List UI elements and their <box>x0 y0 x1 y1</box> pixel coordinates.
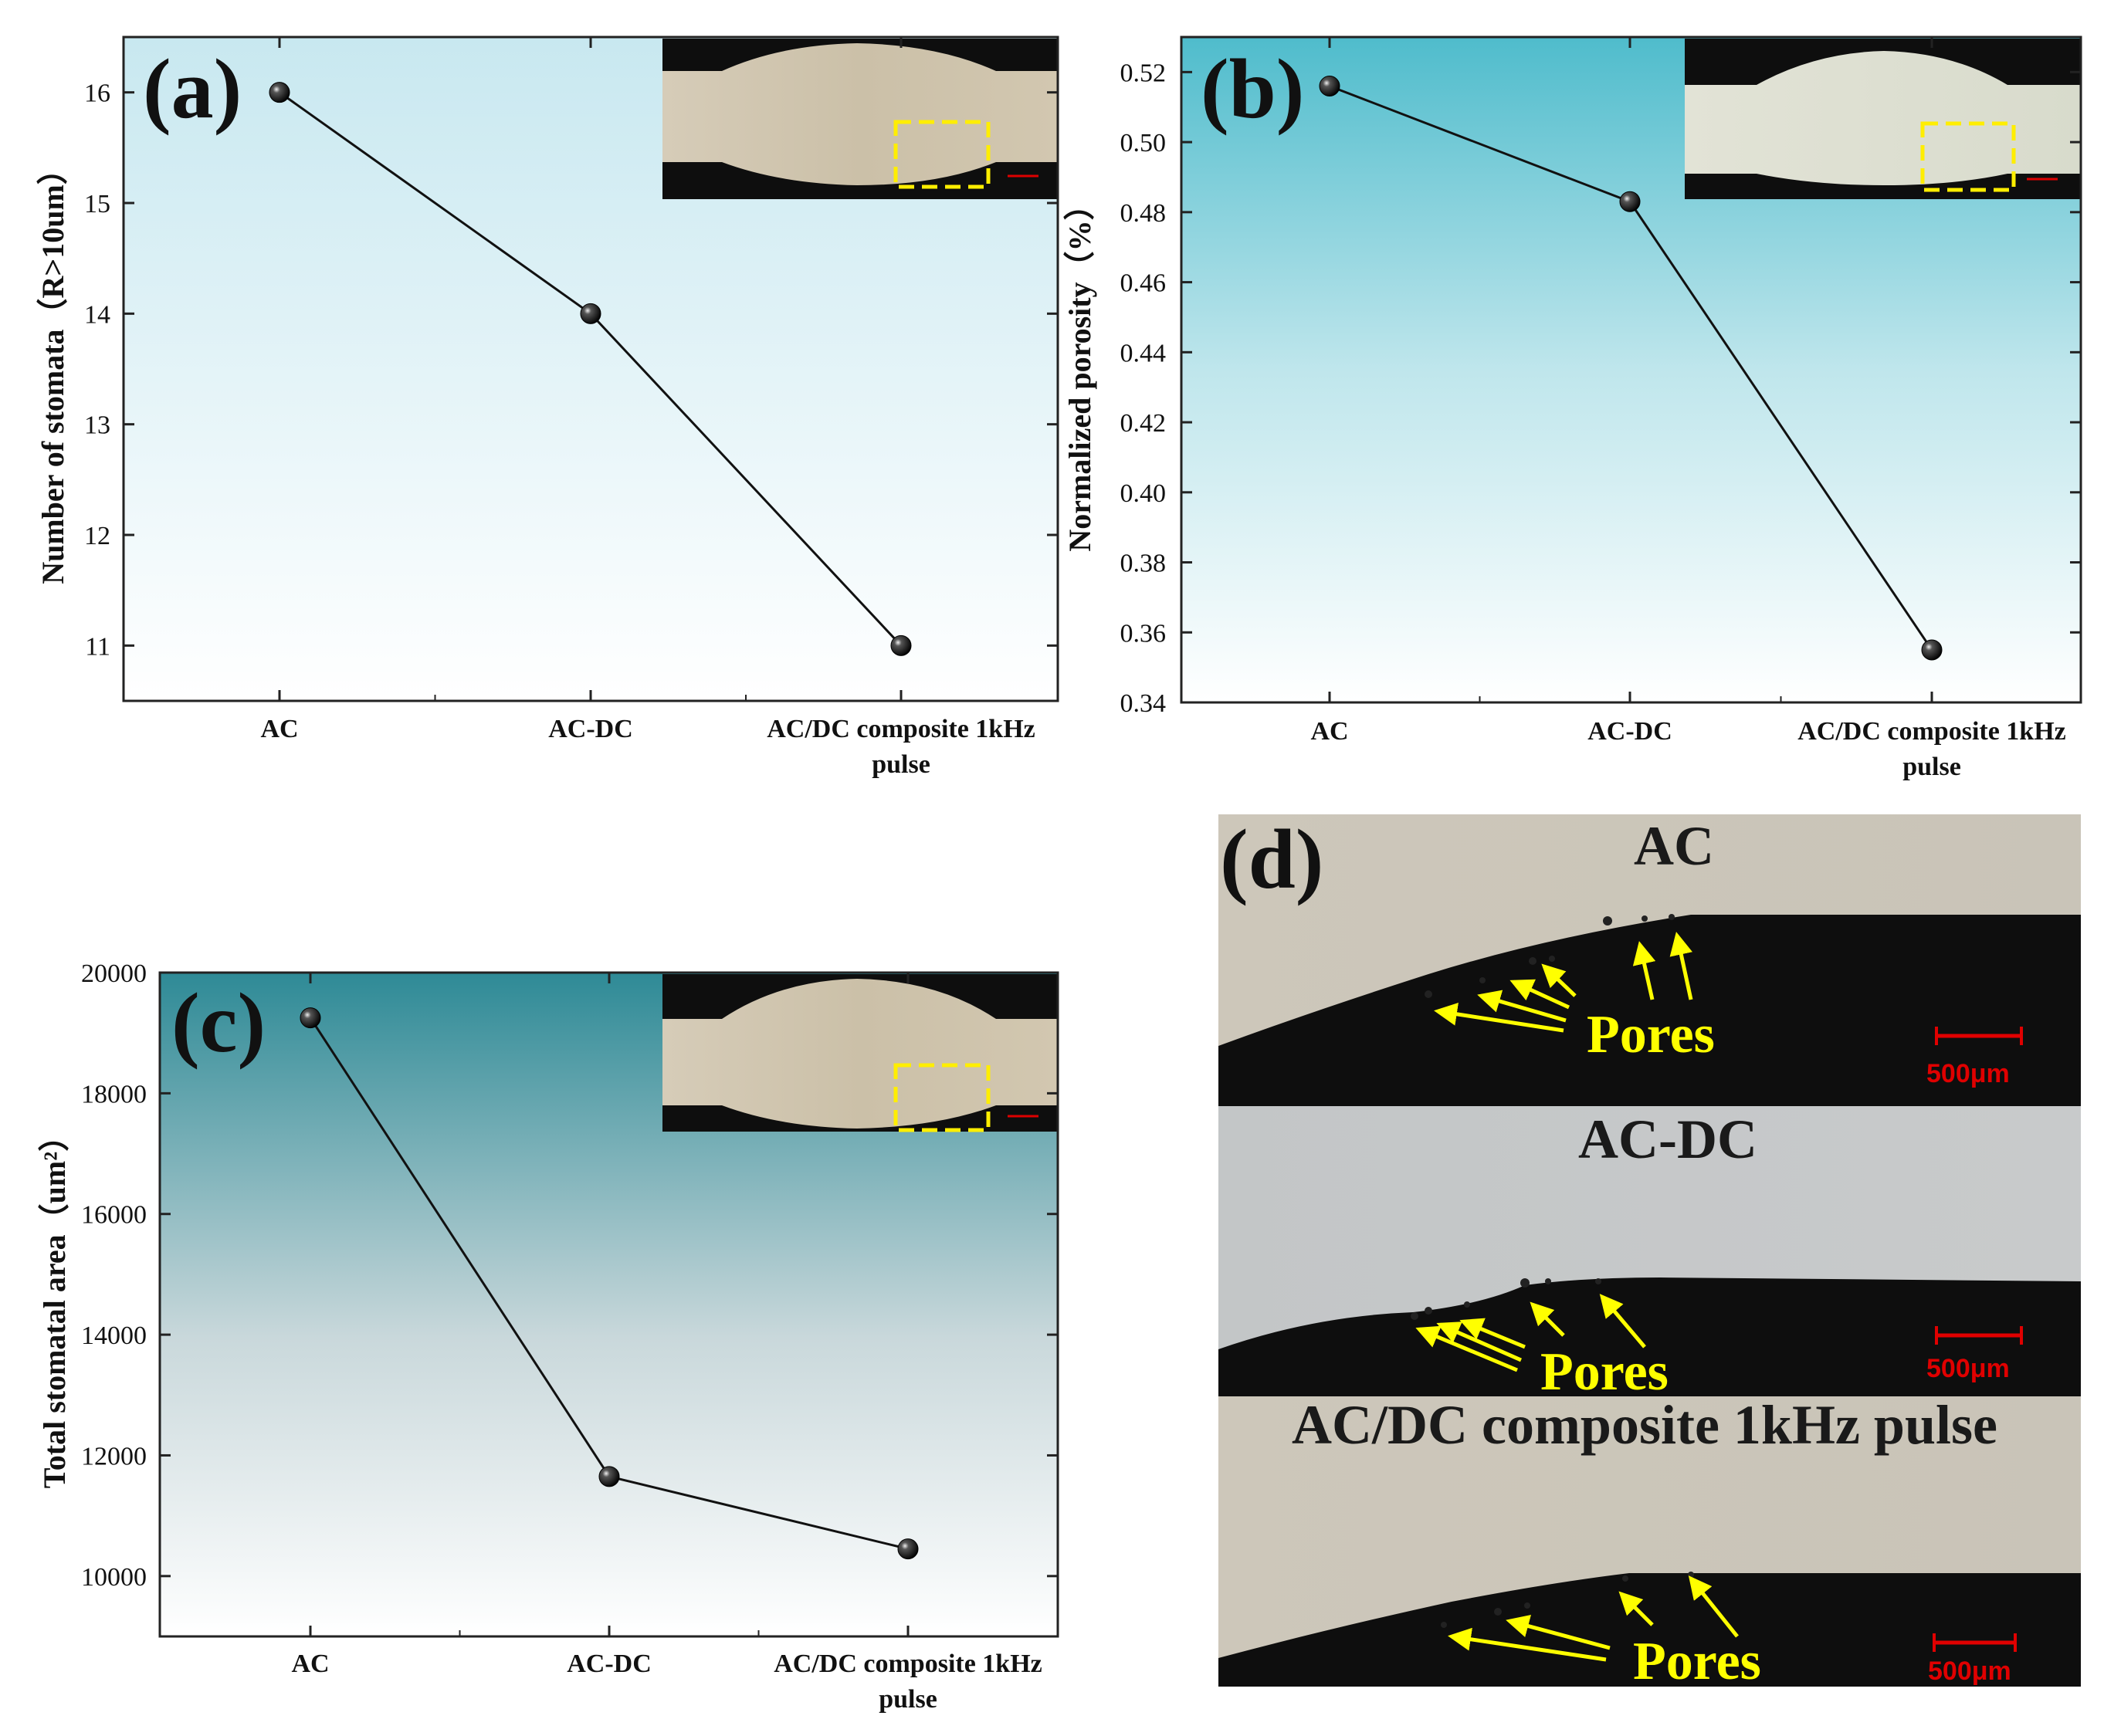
scale-label: 500μm <box>1928 1656 2011 1686</box>
data-point <box>897 1538 919 1560</box>
x-tick-label: AC/DC composite 1kHz pulse <box>774 1650 1042 1714</box>
inset-micrograph <box>662 974 1058 1132</box>
x-tick-label: AC <box>1310 717 1348 746</box>
pore-arrows <box>1434 932 1693 1033</box>
pores-annotation: Pores <box>1540 1342 1669 1402</box>
data-point <box>890 635 912 656</box>
y-axis-title: Normalized porosity（%） <box>1062 189 1097 551</box>
y-tick-label: 0.38 <box>1120 550 1167 578</box>
data-point <box>269 82 290 103</box>
x-tick-label: AC/DC composite 1kHz pulse <box>1797 717 2066 781</box>
pore-arrows <box>1415 1294 1646 1372</box>
micrograph-title: AC <box>1634 815 1714 877</box>
y-tick-label: 0.46 <box>1120 269 1167 298</box>
pore-dots <box>1425 914 1675 998</box>
panel-label: (b) <box>1201 42 1304 136</box>
y-tick-label: 0.36 <box>1120 619 1167 648</box>
y-tick-label: 10000 <box>81 1563 147 1592</box>
x-tick-label: AC-DC <box>548 715 633 743</box>
y-tick-label: 12000 <box>81 1442 147 1470</box>
y-tick-label: 16000 <box>81 1201 147 1230</box>
y-tick-label: 0.42 <box>1120 409 1167 438</box>
inset-micrograph <box>1685 39 2081 199</box>
y-tick-label: 0.34 <box>1120 689 1167 718</box>
data-point <box>598 1466 620 1487</box>
micrograph-ac-dc: AC-DC Pores 500μm <box>1218 1106 2081 1402</box>
panel-a: 11 12 13 14 15 16 AC AC-DC AC/DC composite 1kHz… <box>36 36 1059 779</box>
x-axis-ticks: AC AC-DC AC/DC composite 1kHz pulse <box>291 973 1042 1714</box>
y-tick-label: 0.52 <box>1120 59 1167 87</box>
x-tick-label: AC-DC <box>567 1650 652 1678</box>
micrograph-title: AC/DC composite 1kHz pulse <box>1292 1394 1997 1456</box>
series-points <box>1319 76 1943 661</box>
micrograph-title: AC-DC <box>1578 1108 1757 1170</box>
x-tick-label: AC-DC <box>1587 717 1672 746</box>
x-tick-label: AC <box>291 1650 329 1678</box>
series-points <box>269 82 912 656</box>
series-points <box>300 1007 919 1560</box>
y-tick-label: 15 <box>84 190 110 218</box>
panel-b: 0.34 0.36 0.38 0.40 0.42 0.44 0.46 0.48 0.50 0.52… <box>1062 36 2082 781</box>
y-tick-label: 14000 <box>81 1321 147 1350</box>
y-axis-ticks: 10000 12000 14000 16000 18000 20000 <box>81 959 1058 1592</box>
data-point <box>1921 639 1943 661</box>
data-point <box>580 303 601 324</box>
x-axis-ticks: AC AC-DC AC/DC composite 1kHz pulse <box>1310 37 2066 781</box>
pores-annotation: Pores <box>1587 1005 1715 1064</box>
pore-dots <box>1441 1572 1694 1628</box>
y-tick-label: 11 <box>85 632 110 661</box>
pore-dots <box>1411 1278 1601 1320</box>
y-tick-label: 12 <box>84 522 110 550</box>
micrograph-ac: AC Pores 500μm <box>1218 814 2081 1106</box>
pores-annotation: Pores <box>1633 1632 1761 1691</box>
y-axis-title: Total stomatal area（um²） <box>37 1121 72 1488</box>
data-point <box>300 1007 321 1029</box>
scale-label: 500μm <box>1926 1059 2010 1088</box>
inset-micrograph <box>662 39 1058 199</box>
data-point <box>1319 76 1340 97</box>
pore-arrows <box>1448 1575 1739 1662</box>
scale-label: 500μm <box>1926 1354 2010 1383</box>
y-tick-label: 14 <box>84 300 110 329</box>
x-tick-label: AC/DC composite 1kHz pulse <box>767 715 1035 779</box>
y-axis-ticks: 11 12 13 14 15 16 <box>84 80 1058 661</box>
x-tick-label: AC <box>260 715 298 743</box>
y-tick-label: 0.44 <box>1120 339 1167 367</box>
y-axis-title: Number of stomata（R>10um） <box>36 154 70 584</box>
panel-label: (a) <box>143 42 242 136</box>
panel-d-micrographs: AC Pores 500μm AC-DC Pores <box>1218 812 2081 1691</box>
micrograph-composite-pulse: AC/DC composite 1kHz pulse Pores 500μm <box>1218 1394 2081 1691</box>
data-point <box>1619 191 1641 212</box>
y-axis-ticks: 0.34 0.36 0.38 0.40 0.42 0.44 0.46 0.48 0.50 0.52 <box>1120 59 2081 718</box>
y-tick-label: 13 <box>84 411 110 440</box>
y-tick-label: 16 <box>84 80 110 108</box>
y-tick-label: 20000 <box>81 959 147 988</box>
y-tick-label: 0.48 <box>1120 199 1167 228</box>
y-tick-label: 0.50 <box>1120 129 1167 157</box>
x-axis-ticks: AC AC-DC AC/DC composite 1kHz pulse <box>260 37 1035 779</box>
y-tick-label: 0.40 <box>1120 479 1167 508</box>
panel-label: (c) <box>171 976 266 1070</box>
y-tick-label: 18000 <box>81 1080 147 1108</box>
panel-label: (d) <box>1220 812 1323 906</box>
